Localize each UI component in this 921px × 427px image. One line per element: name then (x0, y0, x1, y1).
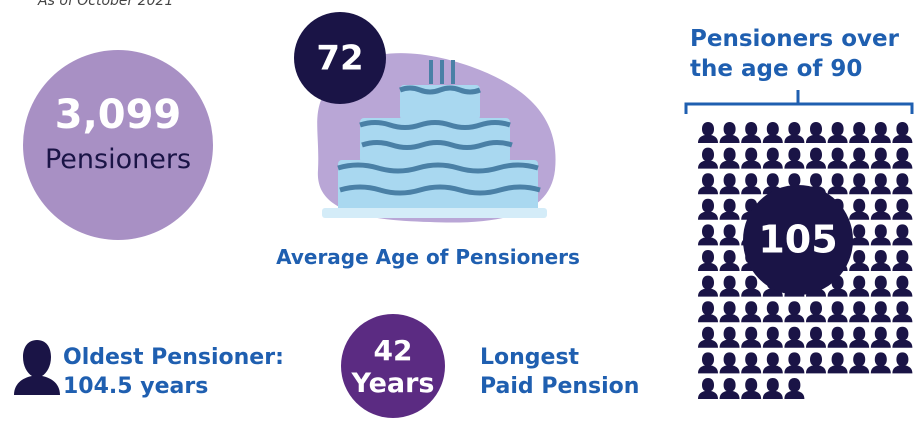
person-mark (720, 352, 740, 373)
over90-title: Pensioners over (690, 26, 900, 52)
person-mark (892, 199, 912, 220)
person-mark (720, 148, 740, 169)
person-mark (698, 148, 718, 169)
person-mark (698, 173, 718, 194)
longest-unit: Years (351, 368, 435, 399)
person-mark (741, 378, 761, 399)
person-mark (720, 224, 740, 245)
person-mark (871, 276, 891, 297)
person-mark (871, 250, 891, 271)
person-mark (698, 199, 718, 220)
person-mark (720, 173, 740, 194)
person-mark (871, 352, 891, 373)
person-mark (763, 327, 783, 348)
person-icon (14, 340, 60, 395)
person-mark (828, 352, 848, 373)
person-mark (892, 276, 912, 297)
person-mark (892, 352, 912, 373)
person-mark (892, 327, 912, 348)
person-mark (698, 122, 718, 143)
person-mark (849, 276, 869, 297)
person-mark (871, 224, 891, 245)
person-mark (784, 148, 804, 169)
note: As of October 2021 (37, 0, 173, 9)
longest-line: Paid Pension (480, 374, 639, 399)
person-mark (849, 327, 869, 348)
person-mark (806, 327, 826, 348)
person-mark (892, 148, 912, 169)
person-mark (871, 301, 891, 322)
person-mark (720, 250, 740, 271)
bracket (686, 90, 912, 114)
person-mark (849, 352, 869, 373)
longest-value: 42 (374, 334, 413, 367)
person-mark (849, 301, 869, 322)
person-mark (806, 301, 826, 322)
person-mark (806, 148, 826, 169)
person-mark (763, 122, 783, 143)
person-mark (720, 378, 740, 399)
person-mark (871, 327, 891, 348)
person-mark (828, 122, 848, 143)
person-mark (849, 173, 869, 194)
person-mark (763, 148, 783, 169)
person-mark (720, 276, 740, 297)
person-mark (763, 301, 783, 322)
person-mark (892, 173, 912, 194)
person-mark (720, 122, 740, 143)
person-mark (741, 352, 761, 373)
person-mark (784, 378, 804, 399)
longest-line: Longest (480, 345, 580, 370)
person-mark (698, 250, 718, 271)
person-mark (806, 352, 826, 373)
person-mark (849, 250, 869, 271)
person-mark (892, 122, 912, 143)
person-mark (871, 122, 891, 143)
person-mark (698, 378, 718, 399)
person-mark (720, 301, 740, 322)
oldest-line: Oldest Pensioner: (63, 345, 284, 370)
person-mark (849, 199, 869, 220)
person-mark (720, 199, 740, 220)
person-mark (698, 301, 718, 322)
person-mark (828, 148, 848, 169)
person-mark (784, 352, 804, 373)
person-mark (741, 148, 761, 169)
person-mark (892, 301, 912, 322)
person-mark (698, 224, 718, 245)
person-mark (871, 173, 891, 194)
person-mark (741, 173, 761, 194)
person-mark (784, 327, 804, 348)
person-mark (828, 327, 848, 348)
person-mark (741, 301, 761, 322)
person-mark (892, 250, 912, 271)
person-mark (871, 148, 891, 169)
person-mark (698, 352, 718, 373)
person-mark (741, 327, 761, 348)
person-mark (849, 148, 869, 169)
person-mark (720, 327, 740, 348)
person-mark (849, 122, 869, 143)
person-mark (828, 173, 848, 194)
person-mark (784, 301, 804, 322)
person-mark (828, 301, 848, 322)
infographic: As of October 2021 3,099 Pensioners 72 A… (0, 0, 921, 427)
person-mark (741, 122, 761, 143)
over90-count: 105 (758, 218, 837, 262)
person-mark (741, 276, 761, 297)
person-mark (892, 224, 912, 245)
total-label: Pensioners (45, 144, 191, 175)
person-mark (784, 122, 804, 143)
person-mark (871, 199, 891, 220)
over90-title: the age of 90 (690, 56, 862, 82)
person-mark (698, 327, 718, 348)
oldest-line: 104.5 years (63, 374, 208, 399)
person-mark (763, 378, 783, 399)
person-mark (763, 352, 783, 373)
age-caption: Average Age of Pensioners (276, 245, 580, 269)
person-mark (698, 276, 718, 297)
person-mark (806, 122, 826, 143)
age-value: 72 (316, 39, 363, 79)
total-value: 3,099 (55, 92, 182, 138)
